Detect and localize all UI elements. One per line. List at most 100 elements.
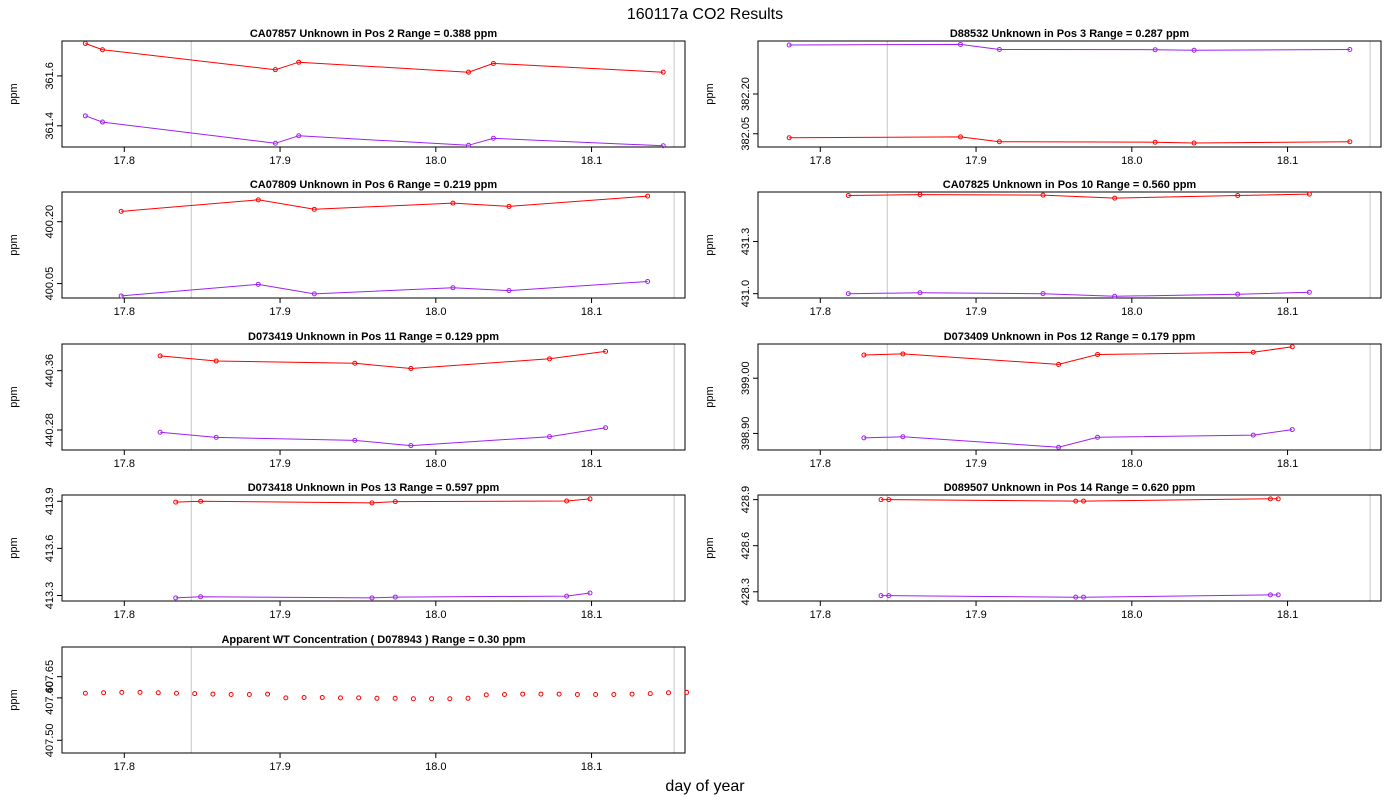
- data-point: [1267, 592, 1273, 598]
- data-point: [1081, 594, 1087, 600]
- data-point: [1112, 195, 1118, 201]
- y-tick-label: 413.3: [44, 582, 56, 610]
- data-point: [99, 119, 105, 125]
- data-point: [465, 695, 471, 701]
- series-purple: [82, 113, 666, 149]
- series-line: [789, 43, 1350, 51]
- x-tick-label: 18.1: [1277, 609, 1298, 621]
- series-line: [881, 498, 1279, 502]
- x-tick-label: 18.1: [1277, 155, 1298, 167]
- data-point: [1152, 47, 1158, 53]
- data-point: [1095, 434, 1101, 440]
- data-point: [886, 497, 892, 503]
- plot-frame: [61, 191, 686, 299]
- data-point: [546, 356, 552, 362]
- y-axis-label: ppm: [8, 386, 20, 407]
- series-line: [160, 427, 606, 447]
- data-point: [198, 594, 204, 600]
- series-line: [85, 43, 664, 73]
- plot-frame: [757, 343, 1382, 451]
- x-tick-label: 18.1: [581, 155, 602, 167]
- series-line: [121, 195, 648, 212]
- data-point: [520, 691, 526, 697]
- x-tick-label: 17.8: [810, 609, 831, 621]
- x-tick-label: 17.8: [810, 458, 831, 470]
- data-point: [213, 358, 219, 364]
- data-point: [255, 281, 261, 287]
- data-point: [490, 135, 496, 141]
- series-line: [789, 136, 1350, 144]
- data-point: [490, 60, 496, 66]
- panel-8: D089507 Unknown in Pos 14 Range = 0.620 …: [704, 482, 1382, 621]
- data-point: [408, 443, 414, 449]
- data-point: [845, 291, 851, 297]
- data-point: [878, 497, 884, 503]
- data-point: [1347, 139, 1353, 145]
- y-tick-label: 428.9: [740, 486, 752, 514]
- data-point: [917, 192, 923, 198]
- y-tick-label: 361.6: [44, 62, 56, 90]
- data-point: [786, 42, 792, 48]
- data-point: [213, 434, 219, 440]
- data-point: [272, 67, 278, 73]
- data-point: [603, 348, 609, 354]
- data-point: [82, 40, 88, 46]
- series-red: [861, 344, 1295, 367]
- x-tick-label: 17.9: [965, 306, 986, 318]
- data-point: [272, 140, 278, 146]
- plot-frame: [61, 40, 686, 148]
- panels-container: CA07857 Unknown in Pos 2 Range = 0.388 p…: [8, 28, 1382, 773]
- data-point: [645, 279, 651, 285]
- series-red: [82, 689, 690, 702]
- series-purple: [861, 427, 1295, 450]
- y-tick-label: 428.3: [740, 578, 752, 606]
- x-tick-label: 18.0: [1121, 458, 1142, 470]
- series-red: [845, 191, 1312, 201]
- series-line: [863, 346, 1293, 365]
- series-line: [160, 350, 606, 370]
- y-axis-label: ppm: [8, 537, 20, 558]
- series-purple: [157, 425, 609, 449]
- series-red: [878, 496, 1281, 504]
- x-tick-label: 18.0: [425, 306, 446, 318]
- data-point: [118, 293, 124, 299]
- y-axis-label: ppm: [704, 537, 716, 558]
- series-line: [848, 193, 1310, 199]
- data-point: [429, 696, 435, 702]
- data-point: [1191, 47, 1197, 53]
- data-point: [265, 691, 271, 697]
- data-point: [665, 690, 671, 696]
- data-point: [246, 691, 252, 697]
- data-point: [556, 691, 562, 697]
- data-point: [466, 69, 472, 75]
- data-point: [1306, 289, 1312, 295]
- data-point: [1073, 594, 1079, 600]
- data-point: [173, 690, 179, 696]
- series-red: [786, 134, 1353, 146]
- data-point: [296, 133, 302, 139]
- x-tick-label: 18.0: [1121, 306, 1142, 318]
- data-point: [352, 360, 358, 366]
- x-tick-label: 17.8: [114, 458, 135, 470]
- data-point: [157, 353, 163, 359]
- data-point: [101, 690, 107, 696]
- data-point: [392, 695, 398, 701]
- x-tick-label: 18.0: [425, 761, 446, 773]
- data-point: [878, 593, 884, 599]
- data-point: [861, 435, 867, 441]
- series-line: [85, 115, 664, 147]
- data-point: [501, 691, 507, 697]
- y-axis-label: ppm: [8, 83, 20, 104]
- series-line: [175, 592, 591, 599]
- x-tick-label: 18.0: [1121, 609, 1142, 621]
- data-point: [593, 691, 599, 697]
- data-point: [450, 200, 456, 206]
- panel-7: D073418 Unknown in Pos 13 Range = 0.597 …: [8, 482, 686, 621]
- y-axis-label: ppm: [704, 386, 716, 407]
- data-point: [311, 206, 317, 212]
- panel-title: D073409 Unknown in Pos 12 Range = 0.179 …: [944, 331, 1196, 343]
- data-point: [374, 695, 380, 701]
- y-axis-label: ppm: [704, 234, 716, 255]
- data-point: [447, 696, 453, 702]
- panel-title: Apparent WT Concentration ( D078943 ) Ra…: [221, 634, 525, 646]
